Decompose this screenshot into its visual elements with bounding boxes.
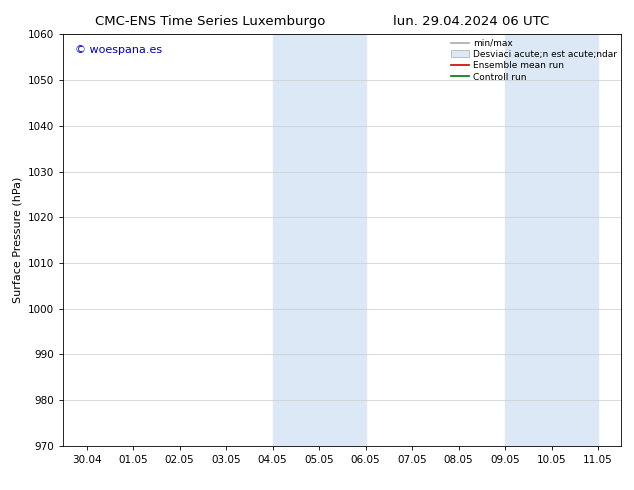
Text: CMC-ENS Time Series Luxemburgo: CMC-ENS Time Series Luxemburgo <box>95 15 325 28</box>
Legend: min/max, Desviaci acute;n est acute;ndar, Ensemble mean run, Controll run: min/max, Desviaci acute;n est acute;ndar… <box>448 36 619 84</box>
Bar <box>273 34 366 446</box>
Y-axis label: Surface Pressure (hPa): Surface Pressure (hPa) <box>13 177 23 303</box>
Text: lun. 29.04.2024 06 UTC: lun. 29.04.2024 06 UTC <box>393 15 549 28</box>
Bar <box>505 34 598 446</box>
Text: © woespana.es: © woespana.es <box>75 45 162 54</box>
